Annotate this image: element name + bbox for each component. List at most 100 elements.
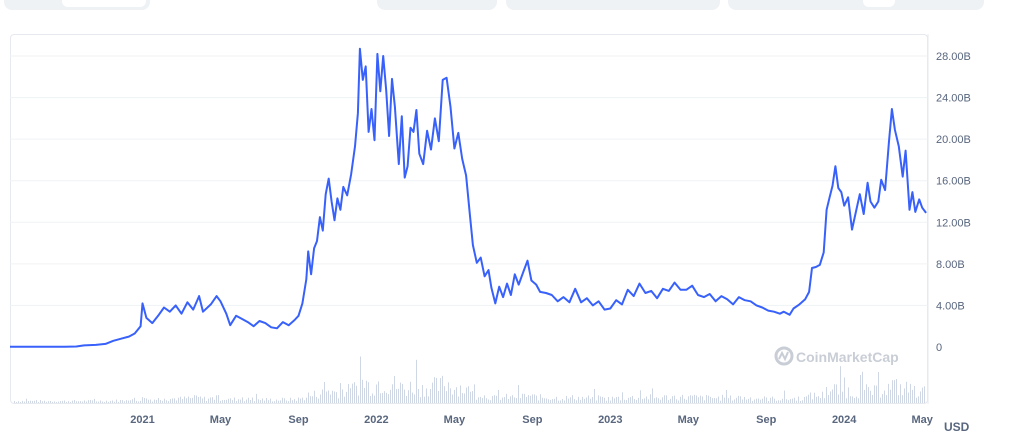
volume-bar [162,400,163,403]
volume-bar [234,397,235,403]
volume-bar [624,399,625,403]
volume-bar [284,398,285,403]
volume-bar [134,397,135,403]
volume-bar [862,371,863,403]
volume-bar [262,398,263,403]
volume-bar [816,396,817,403]
volume-bar [38,401,39,403]
volume-bar [742,399,743,403]
scale-toggle-active[interactable] [863,0,895,7]
volume-bar [518,385,519,403]
volume-bar [436,377,437,403]
volume-bar [452,394,453,403]
volume-bar [200,396,201,403]
volume-bar [68,401,69,403]
volume-bar [656,397,657,403]
volume-bar [424,396,425,403]
volume-bar [594,388,595,403]
volume-bar [516,397,517,403]
x-tick-label: May [210,414,232,426]
volume-bar [712,398,713,403]
volume-bar [326,391,327,403]
x-tick-label: May [678,414,700,426]
volume-bar [566,395,567,403]
volume-bar [264,400,265,403]
volume-bar [384,391,385,403]
volume-bar [630,397,631,403]
volume-bar [800,400,801,403]
volume-bar [398,388,399,403]
volume-bar [658,398,659,403]
volume-bar [448,382,449,403]
volume-bar [896,379,897,403]
volume-bar [762,398,763,403]
volume-bar [360,356,361,403]
volume-bar [674,395,675,403]
volume-bar [276,399,277,403]
volume-bar [328,390,329,403]
volume-bar [682,394,683,403]
volume-bar [664,395,665,403]
y-tick-label: 16.00B [936,176,971,188]
volume-bar [684,398,685,403]
volume-bar [84,400,85,403]
volume-bar [612,396,613,403]
volume-bar [298,397,299,403]
volume-bar [780,400,781,403]
volume-bar [444,386,445,403]
volume-bar [330,394,331,403]
volume-bar [268,400,269,403]
volume-bar [426,388,427,403]
volume-bar [240,399,241,403]
volume-bar [192,397,193,403]
range-selector-active[interactable] [62,0,146,7]
coinmarketcap-logo-mark [778,350,789,362]
volume-bar [70,402,71,403]
volume-bar [358,395,359,403]
compare-toggle[interactable] [506,0,720,10]
volume-bar [300,398,301,403]
volume-line [10,47,927,348]
volume-bar [764,396,765,403]
volume-bar [768,400,769,403]
toolbar [0,0,1009,12]
volume-bar [392,384,393,403]
volume-bar [258,399,259,403]
volume-bar [182,399,183,403]
volume-bar [296,400,297,403]
volume-bar [352,383,353,403]
volume-bar [602,396,603,403]
volume-bar [864,389,865,403]
range-selector[interactable] [4,0,150,10]
volume-bar [428,396,429,403]
volume-bar [882,394,883,403]
x-tick-label: 2022 [364,414,388,426]
volume-bar [652,388,653,403]
volume-bar [236,401,237,403]
volume-bar [592,397,593,403]
volume-bar [554,398,555,403]
volume-bar [78,401,79,403]
volume-bar [790,399,791,403]
volume-bar [256,393,257,403]
volume-bar [924,386,925,403]
volume-bar [202,398,203,403]
volume-bar [526,397,527,403]
volume-bar [836,384,837,403]
volume-bar [832,389,833,403]
volume-bar [600,396,601,403]
volume-bar [322,389,323,403]
y-tick-label: 8.00B [936,259,965,271]
volume-bar [854,398,855,403]
volume-bar [662,397,663,403]
volume-bar [642,399,643,403]
volume-bar [118,401,119,403]
volume-bar [36,400,37,403]
volume-bar [694,394,695,403]
volume-bar [670,398,671,403]
scale-toggle[interactable] [728,0,984,10]
volume-bar [24,401,25,403]
chart-type-toggle[interactable] [377,0,497,10]
volume-bar [538,400,539,403]
volume-bar [838,394,839,403]
